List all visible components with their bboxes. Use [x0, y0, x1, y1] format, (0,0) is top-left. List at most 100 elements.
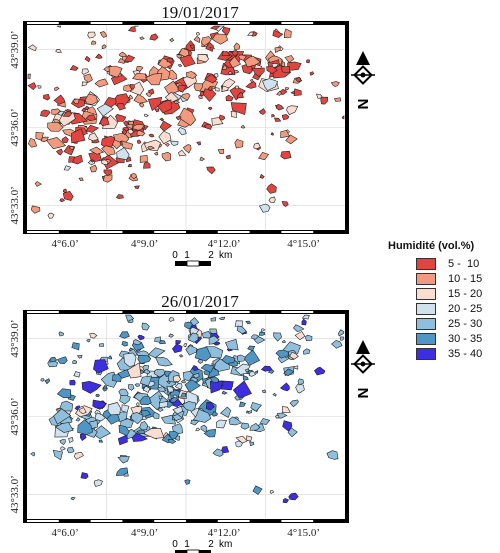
legend-item: 5 - 10	[416, 256, 482, 271]
parcel	[189, 44, 195, 50]
parcel	[220, 380, 234, 391]
parcel	[142, 385, 151, 393]
parcel	[292, 324, 305, 332]
parcel	[266, 183, 277, 194]
parcel	[88, 132, 99, 142]
parcel	[123, 352, 137, 368]
parcel	[273, 332, 282, 342]
parcel	[145, 73, 163, 86]
parcel	[280, 382, 290, 392]
parcel	[62, 111, 73, 117]
legend-item: 35 - 40	[416, 346, 482, 361]
parcel	[74, 451, 84, 460]
parcel	[121, 140, 134, 150]
legend-label: 30 - 35	[448, 332, 483, 345]
parcel	[245, 80, 257, 89]
legend-item: 15 - 20	[416, 286, 482, 301]
parcel	[275, 349, 289, 359]
parcel	[207, 85, 213, 92]
parcel	[49, 356, 58, 363]
x-tick-label: 4°6.0’	[52, 527, 79, 539]
parcel	[93, 359, 109, 374]
parcel	[271, 62, 279, 69]
parcel	[104, 96, 117, 108]
parcel	[221, 50, 231, 57]
parcel	[289, 399, 299, 408]
parcel	[154, 108, 160, 113]
parcel	[252, 485, 263, 495]
parcel	[123, 54, 136, 62]
parcel	[89, 146, 105, 155]
parcel	[294, 331, 306, 341]
parcel	[293, 365, 299, 370]
parcel	[100, 159, 109, 166]
parcel	[245, 320, 252, 325]
parcel	[54, 422, 74, 433]
north-arrow-icon	[356, 340, 370, 354]
parcel	[295, 76, 302, 82]
parcel	[281, 406, 291, 413]
parcel	[209, 46, 216, 50]
parcel	[56, 25, 62, 28]
parcel	[186, 71, 198, 80]
parcel	[337, 329, 345, 337]
parcel	[71, 342, 80, 351]
parcel	[139, 155, 148, 163]
parcel	[182, 370, 194, 382]
parcel	[309, 71, 315, 76]
parcel	[272, 393, 277, 397]
north-label: N	[354, 99, 371, 110]
parcel	[72, 98, 80, 105]
parcel	[173, 100, 181, 105]
parcel	[320, 96, 329, 105]
parcel	[107, 402, 122, 416]
parcel	[276, 90, 283, 96]
parcel	[143, 161, 151, 169]
parcel	[249, 441, 255, 447]
parcel	[269, 490, 274, 494]
parcel	[185, 345, 198, 356]
parcel	[212, 448, 224, 457]
legend-label: 35 - 40	[448, 347, 483, 360]
parcel	[168, 316, 175, 322]
border-stripe	[27, 520, 59, 522]
legend-swatch	[416, 287, 436, 300]
legend-rows: 5 - 10 10 - 15 15 - 20 20 - 25 25 - 30 30 - 3…	[388, 256, 482, 361]
parcel	[58, 111, 76, 127]
legend-swatch	[416, 317, 436, 330]
parcel	[297, 378, 305, 386]
parcel	[141, 322, 150, 331]
parcel	[254, 370, 259, 374]
parcel	[184, 379, 201, 393]
parcel	[180, 93, 191, 101]
parcel	[295, 383, 305, 394]
border-stripe	[27, 22, 59, 24]
parcel	[221, 78, 236, 89]
parcel	[42, 93, 51, 101]
parcel	[127, 362, 142, 379]
parcel	[262, 389, 267, 394]
legend-swatch	[416, 347, 436, 360]
border-stripe	[90, 231, 123, 233]
parcel	[249, 78, 254, 83]
parcel	[199, 156, 205, 161]
x-tick-label: 4°9.0’	[131, 527, 158, 539]
parcel	[92, 399, 108, 409]
parcel	[59, 198, 65, 203]
parcel	[240, 422, 250, 430]
parcel	[250, 402, 262, 412]
parcel	[145, 92, 152, 97]
parcel	[280, 66, 291, 74]
parcel	[218, 114, 226, 121]
parcel	[159, 120, 173, 132]
parcel	[270, 132, 274, 136]
parcel	[123, 120, 130, 126]
parcel	[71, 128, 86, 144]
parcel	[247, 345, 256, 352]
parcel	[73, 371, 81, 378]
parcel	[75, 417, 81, 422]
parcel	[281, 114, 290, 121]
parcel	[133, 94, 148, 104]
parcel	[68, 156, 76, 163]
parcel	[117, 456, 130, 464]
